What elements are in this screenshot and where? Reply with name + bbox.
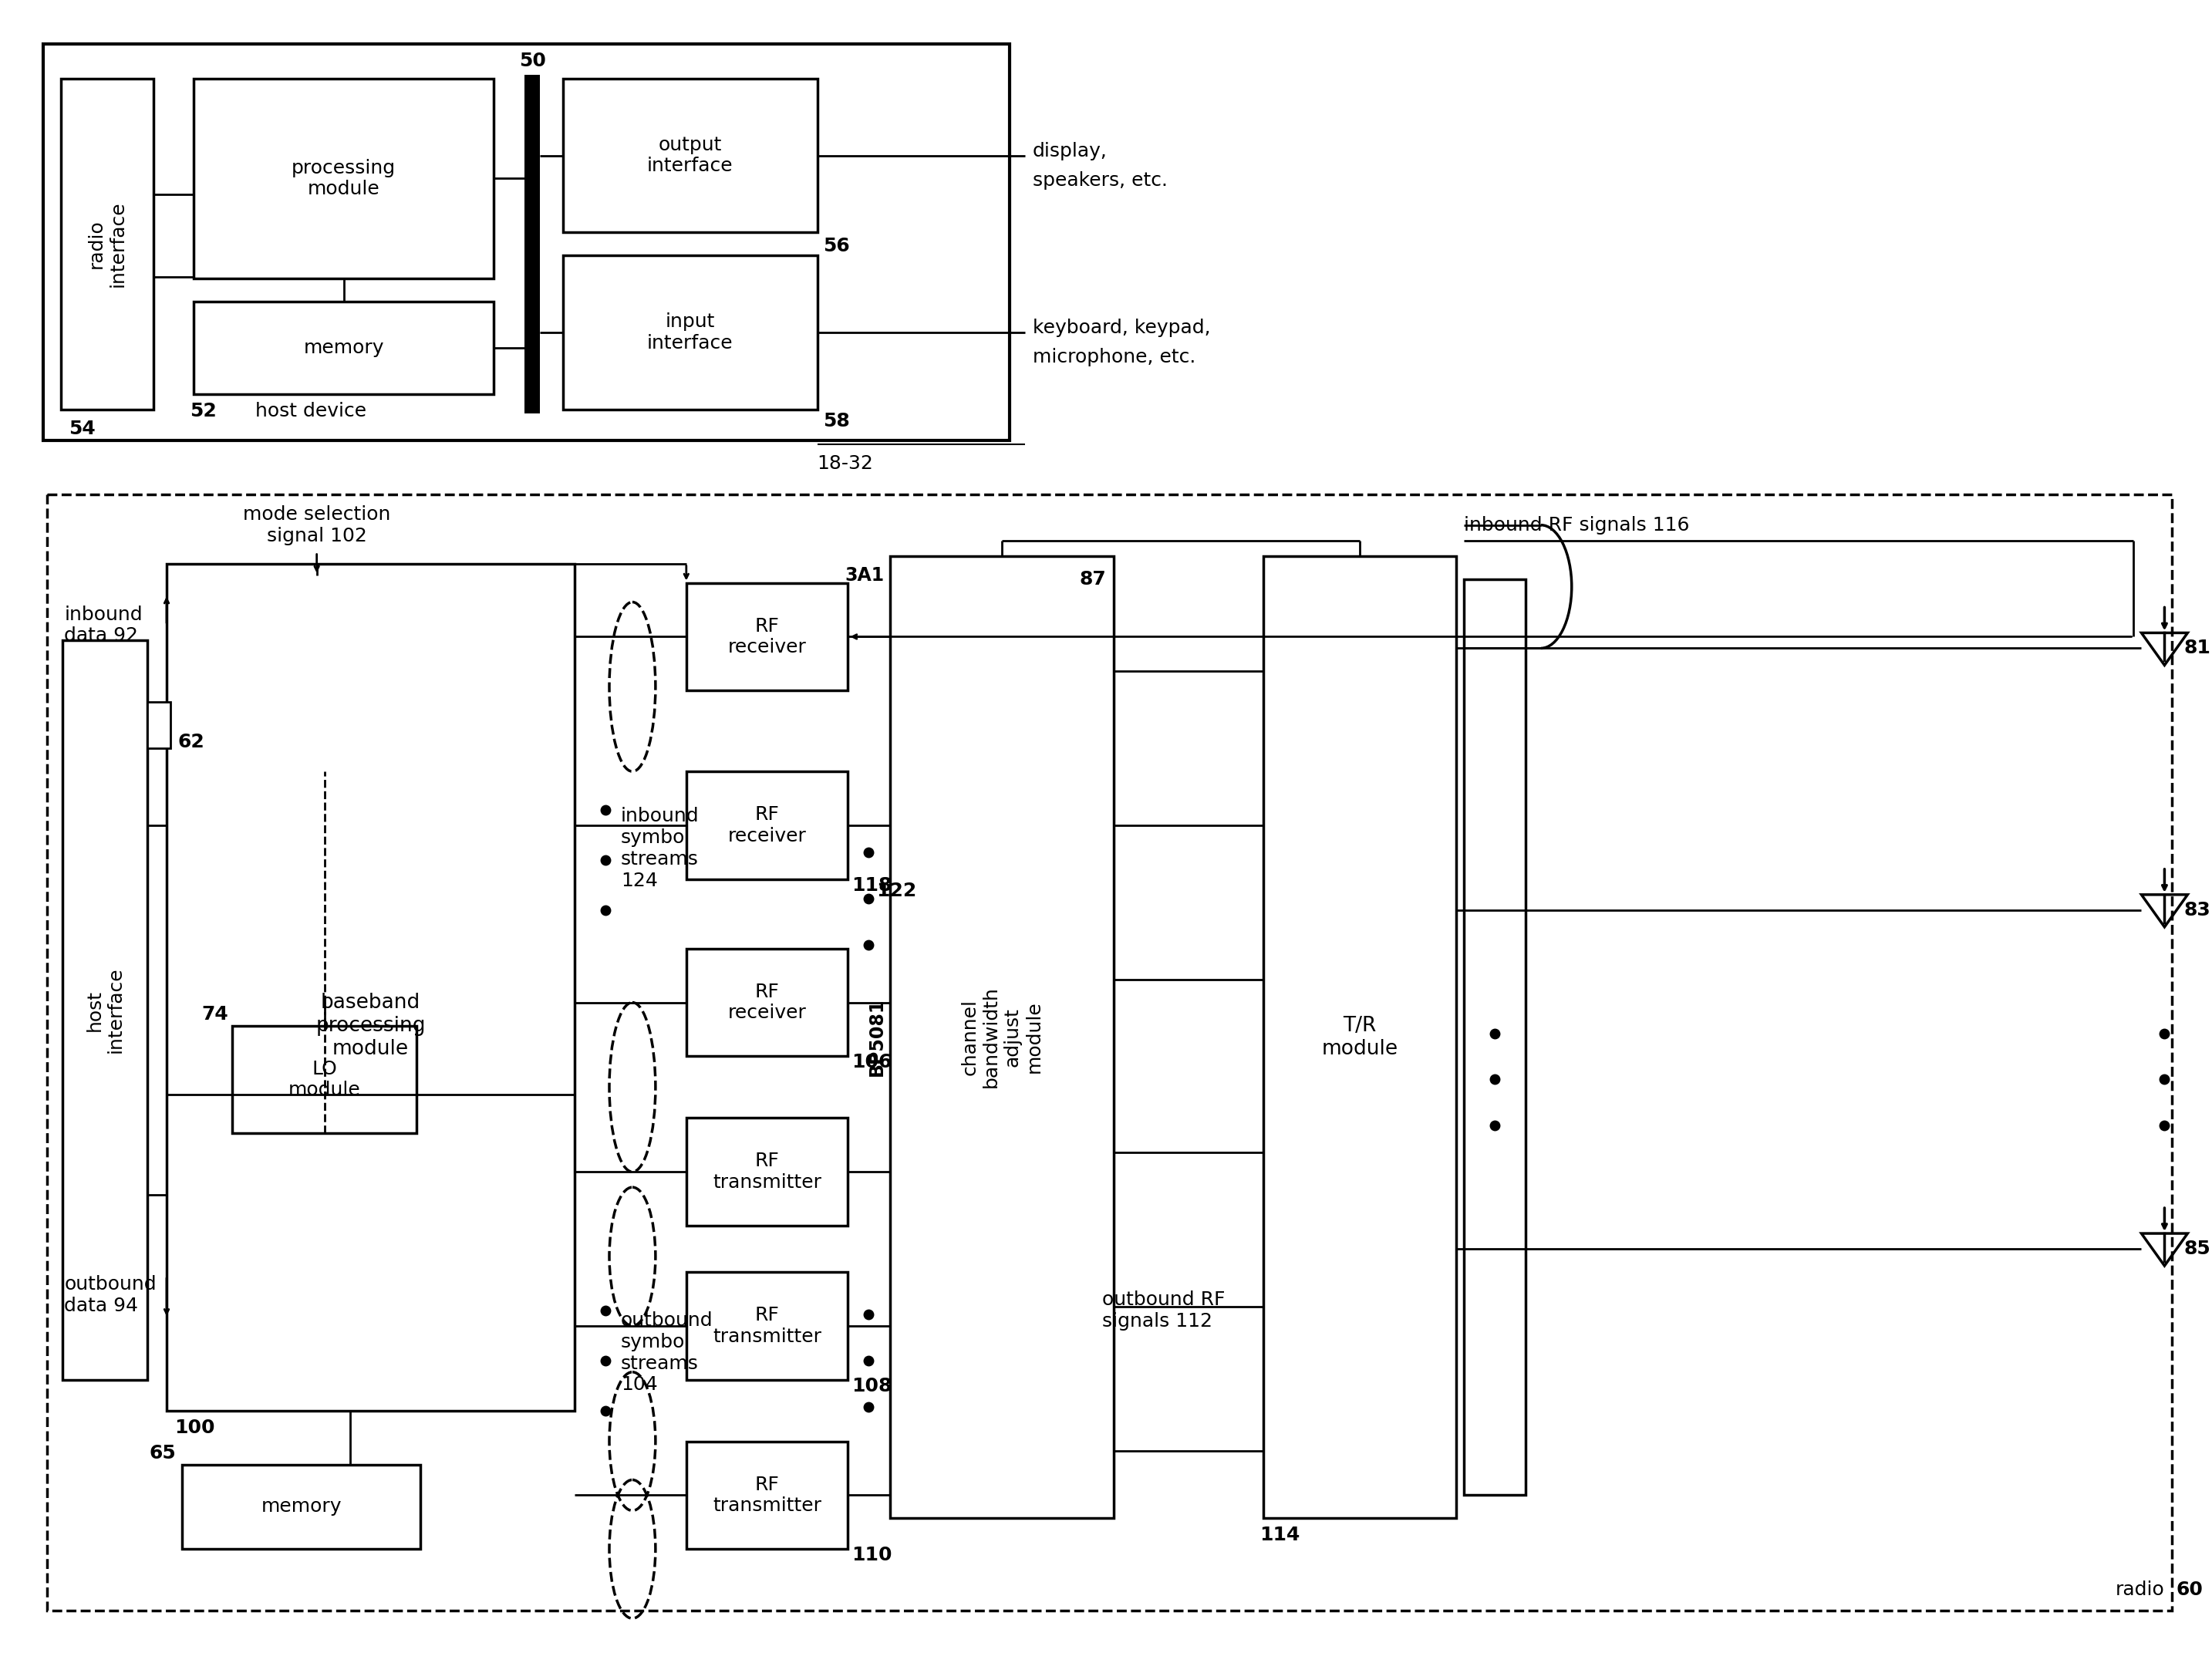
- Bar: [1263, 555, 1455, 1519]
- Bar: [62, 641, 148, 1380]
- Text: 74: 74: [201, 1005, 228, 1023]
- Text: display,: display,: [1033, 142, 1108, 160]
- Text: 85: 85: [2183, 1240, 2210, 1258]
- Text: 100: 100: [175, 1418, 215, 1436]
- Bar: [686, 1441, 847, 1549]
- Text: inbound
data 92: inbound data 92: [64, 605, 142, 645]
- Text: 50: 50: [520, 51, 546, 69]
- Text: T/R
module: T/R module: [1323, 1015, 1398, 1058]
- Bar: [192, 78, 493, 279]
- Text: RF
receiver: RF receiver: [728, 617, 807, 656]
- Text: 114: 114: [1261, 1526, 1301, 1544]
- Bar: [44, 45, 1009, 440]
- Text: 62: 62: [179, 732, 206, 752]
- Bar: [686, 584, 847, 691]
- Text: baseband
processing
module: baseband processing module: [316, 992, 425, 1058]
- Bar: [148, 703, 170, 749]
- Text: mode selection
signal 102: mode selection signal 102: [243, 506, 392, 545]
- Text: outbound
data 94: outbound data 94: [64, 1274, 157, 1316]
- Bar: [181, 1465, 420, 1549]
- Bar: [62, 78, 153, 410]
- Text: outbound
symbol
streams
104: outbound symbol streams 104: [622, 1311, 712, 1393]
- Text: 60: 60: [2177, 1580, 2203, 1598]
- Bar: [686, 1271, 847, 1380]
- Text: 81: 81: [2183, 640, 2210, 658]
- Text: outbound RF
signals 112: outbound RF signals 112: [1102, 1291, 1225, 1331]
- Text: BP5081: BP5081: [867, 998, 885, 1076]
- Bar: [46, 494, 2172, 1610]
- Bar: [524, 74, 540, 413]
- Text: radio
interface: radio interface: [86, 202, 128, 288]
- Bar: [889, 555, 1113, 1519]
- Text: 52: 52: [190, 402, 217, 420]
- Text: 3A1: 3A1: [845, 565, 885, 585]
- Bar: [564, 256, 816, 410]
- Bar: [166, 564, 575, 1410]
- Text: radio: radio: [2115, 1580, 2166, 1598]
- Text: host device: host device: [254, 402, 367, 420]
- Text: 65: 65: [148, 1443, 175, 1463]
- Text: 56: 56: [823, 236, 849, 256]
- Text: RF
transmitter: RF transmitter: [712, 1306, 821, 1346]
- Bar: [564, 78, 816, 233]
- Text: keyboard, keypad,: keyboard, keypad,: [1033, 319, 1210, 337]
- Text: speakers, etc.: speakers, etc.: [1033, 170, 1168, 190]
- Text: RF
transmitter: RF transmitter: [712, 1474, 821, 1516]
- Bar: [192, 302, 493, 393]
- Bar: [686, 772, 847, 879]
- Text: memory: memory: [303, 339, 385, 357]
- Bar: [232, 1025, 416, 1134]
- Text: 122: 122: [876, 881, 916, 899]
- Text: RF
receiver: RF receiver: [728, 805, 807, 845]
- Text: 108: 108: [852, 1377, 891, 1395]
- Bar: [686, 949, 847, 1056]
- Text: processing
module: processing module: [292, 159, 396, 198]
- Text: inbound
symbol
streams
124: inbound symbol streams 124: [622, 807, 699, 889]
- Text: 58: 58: [823, 412, 849, 430]
- Text: memory: memory: [261, 1498, 341, 1516]
- Text: LO
module: LO module: [288, 1060, 361, 1099]
- Text: channel
bandwidth
adjust
module: channel bandwidth adjust module: [960, 987, 1044, 1088]
- Text: 106: 106: [852, 1053, 891, 1071]
- Text: RF
receiver: RF receiver: [728, 982, 807, 1023]
- Text: 54: 54: [69, 420, 95, 438]
- Text: 118: 118: [852, 876, 891, 894]
- Text: 110: 110: [852, 1546, 891, 1564]
- Text: output
interface: output interface: [648, 136, 732, 175]
- Text: 87: 87: [1079, 570, 1106, 588]
- Text: RF
transmitter: RF transmitter: [712, 1152, 821, 1192]
- Bar: [686, 1117, 847, 1227]
- Text: inbound RF signals 116: inbound RF signals 116: [1464, 516, 1690, 534]
- Text: input
interface: input interface: [648, 312, 732, 352]
- Text: microphone, etc.: microphone, etc.: [1033, 347, 1197, 367]
- Bar: [1464, 579, 1526, 1496]
- Text: 18-32: 18-32: [816, 455, 874, 473]
- Text: 83: 83: [2183, 901, 2210, 919]
- Text: host
interface: host interface: [84, 967, 126, 1053]
